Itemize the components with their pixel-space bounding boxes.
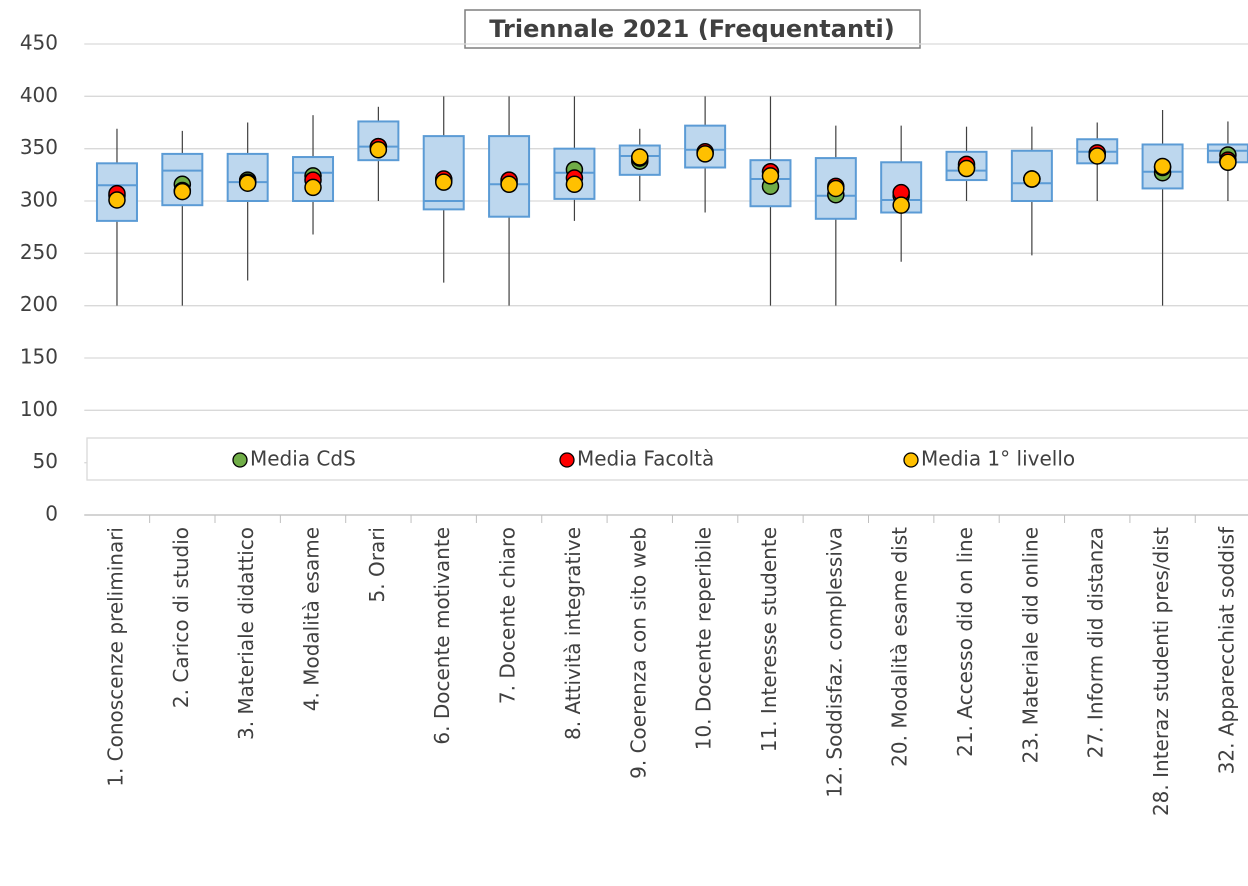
- mean-dot: [304, 178, 322, 197]
- mean-dot: [500, 175, 518, 194]
- mean-dot: [434, 173, 453, 191]
- x-tick-label: 7. Docente chiaro: [496, 527, 520, 704]
- mean-dot: [238, 174, 257, 192]
- y-tick-label: 0: [45, 502, 58, 526]
- mean-dot: [1023, 170, 1041, 188]
- mean-dot: [957, 159, 976, 178]
- x-tick-label: 23. Materiale did online: [1018, 527, 1042, 763]
- legend-label: Media 1° livello: [921, 447, 1075, 471]
- mean-dot: [1219, 153, 1237, 172]
- x-tick-label: 4. Modalità esame: [300, 527, 324, 711]
- x-tick-label: 32. Apparecchiat soddisf: [1214, 526, 1238, 774]
- chart-title: Triennale 2021 (Frequentanti): [489, 15, 894, 43]
- x-tick-label: 21. Accesso did on line: [953, 527, 977, 757]
- x-tick-label: 12. Soddisfaz. complessiva: [822, 527, 846, 798]
- y-tick-label: 100: [20, 397, 58, 421]
- legend-label: Media CdS: [250, 447, 356, 471]
- y-tick-label: 300: [20, 188, 58, 212]
- x-tick-label: 10. Docente reperibile: [692, 527, 716, 750]
- mean-dot: [1088, 147, 1106, 165]
- y-tick-label: 250: [20, 240, 58, 264]
- y-tick-label: 150: [20, 345, 58, 369]
- x-tick-label: 9. Coerenza con sito web: [626, 527, 650, 779]
- x-tick-label: 27. Inform did distanza: [1084, 527, 1108, 758]
- mean-dot: [761, 167, 780, 185]
- y-tick-label: 50: [33, 449, 58, 473]
- legend-label: Media Facoltà: [577, 447, 714, 471]
- legend-marker: [232, 452, 248, 468]
- x-tick-label: 20. Modalità esame dist: [888, 527, 912, 767]
- mean-dot: [1153, 157, 1172, 176]
- y-tick-label: 400: [20, 83, 58, 107]
- y-tick-label: 200: [20, 292, 58, 316]
- mean-dot: [827, 179, 845, 198]
- mean-dot: [173, 182, 192, 201]
- mean-dot: [696, 145, 714, 163]
- x-tick-label: 6. Docente motivante: [430, 527, 454, 745]
- y-tick-label: 450: [20, 31, 58, 55]
- x-tick-label: 5. Orari: [365, 527, 389, 602]
- x-tick-label: 2. Carico di studio: [169, 527, 193, 708]
- x-tick-label: 1. Conoscenze preliminari: [103, 527, 127, 787]
- x-tick-label: 28. Interaz studenti pres/dist: [1149, 527, 1173, 816]
- x-tick-label: 3. Materiale didattico: [234, 527, 258, 740]
- mean-dot: [631, 148, 649, 166]
- legend-marker: [559, 452, 575, 468]
- x-tick-label: 11. Interesse studente: [757, 527, 781, 752]
- legend: [86, 437, 1248, 481]
- mean-dot: [369, 140, 388, 159]
- legend-marker: [903, 452, 919, 468]
- mean-dot: [892, 196, 910, 214]
- mean-dot: [108, 191, 126, 209]
- x-tick-label: 8. Attività integrative: [561, 527, 585, 740]
- title-box: [464, 9, 921, 49]
- y-tick-label: 350: [20, 135, 58, 159]
- mean-dot: [565, 175, 584, 194]
